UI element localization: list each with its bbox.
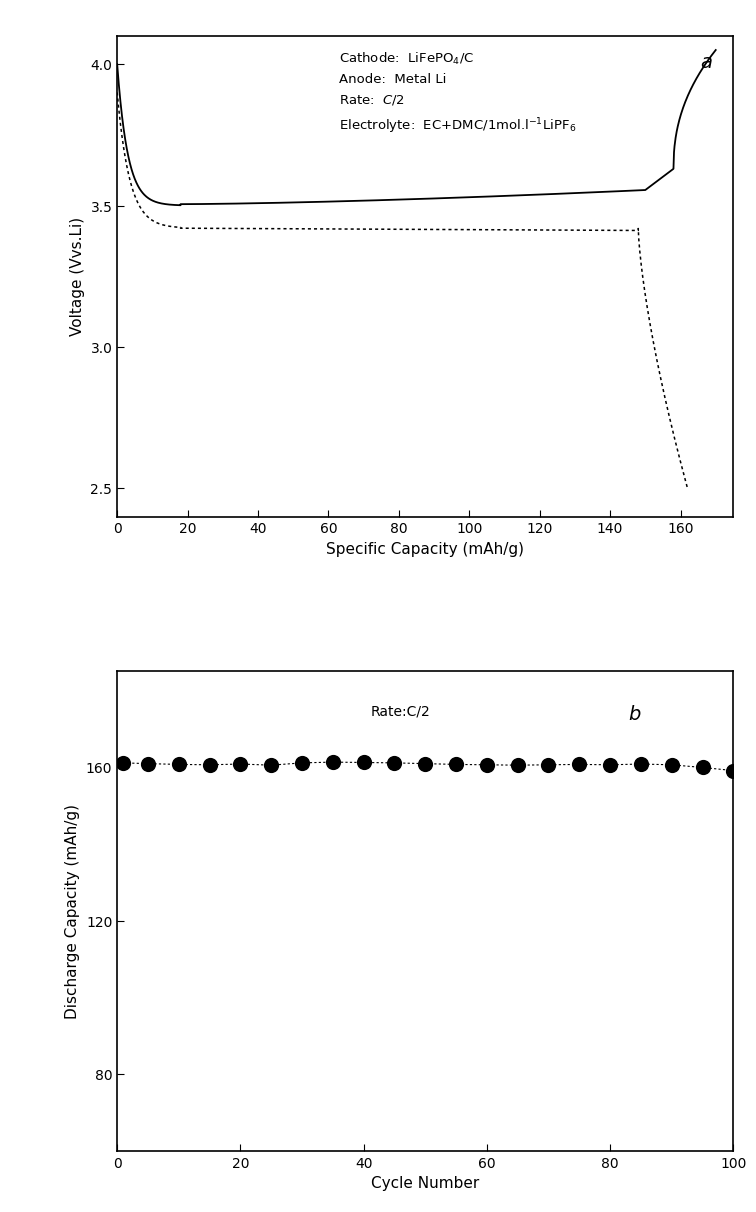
Point [142, 754, 154, 773]
Point [296, 754, 308, 773]
Point [389, 754, 401, 773]
Point [542, 755, 554, 774]
Point [727, 761, 739, 781]
Text: b: b [628, 704, 641, 724]
Y-axis label: Discharge Capacity (mAh/g): Discharge Capacity (mAh/g) [65, 804, 80, 1018]
Point [358, 753, 370, 772]
Point [696, 758, 708, 777]
Text: Rate:C/2: Rate:C/2 [370, 704, 430, 719]
Point [203, 755, 215, 774]
Point [481, 755, 493, 774]
Point [573, 755, 585, 774]
X-axis label: Cycle Number: Cycle Number [371, 1176, 479, 1191]
Point [117, 754, 129, 773]
Point [512, 755, 524, 774]
Point [450, 755, 462, 774]
Text: Cathode:  LiFePO$_4$/C
Anode:  Metal Li
Rate:  $C$/2
Electrolyte:  EC+DMC/1mol.l: Cathode: LiFePO$_4$/C Anode: Metal Li Ra… [339, 51, 576, 136]
Point [635, 755, 647, 774]
Point [665, 755, 677, 774]
Y-axis label: Voltage (Vvs.Li): Voltage (Vvs.Li) [70, 217, 85, 336]
Point [172, 755, 184, 774]
Point [604, 755, 616, 774]
Point [419, 754, 431, 773]
X-axis label: Specific Capacity (mAh/g): Specific Capacity (mAh/g) [327, 542, 524, 556]
Point [234, 755, 246, 774]
Point [327, 753, 339, 772]
Point [265, 755, 277, 774]
Text: a: a [700, 53, 711, 73]
